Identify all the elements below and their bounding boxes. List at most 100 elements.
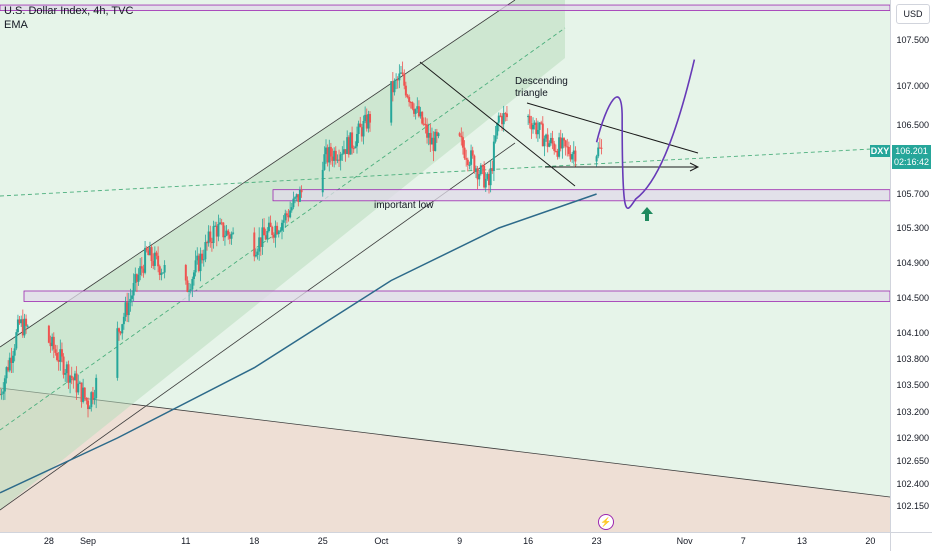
candle-body <box>406 95 409 98</box>
candle-body <box>571 154 574 160</box>
candle-body <box>228 234 231 239</box>
candle-body <box>121 324 124 334</box>
candle-body <box>155 252 158 256</box>
candle-body <box>197 255 200 272</box>
time-scale[interactable]: 28 Sep 11 18 25 Oct 9 16 23 Nov 7 13 20 <box>0 532 890 551</box>
indicator-label[interactable]: EMA <box>4 19 28 31</box>
candle-body <box>347 137 350 155</box>
candle-body <box>413 108 416 114</box>
candle-body <box>427 132 430 138</box>
last-price-label: 106.201 02:16:42 <box>892 145 931 169</box>
candle-body <box>284 213 287 221</box>
candle-body <box>158 266 161 275</box>
candle-body <box>253 232 256 257</box>
candle-body <box>57 360 60 362</box>
candle-body <box>137 274 140 282</box>
price-tick: 105.300 <box>896 223 929 233</box>
candle-body <box>562 138 565 141</box>
candle-body <box>189 289 192 291</box>
candle-body <box>188 290 191 292</box>
candle-body <box>535 122 538 135</box>
candle-body <box>16 319 19 333</box>
flash-icon[interactable]: ⚡ <box>598 514 614 530</box>
candle-body <box>227 230 230 235</box>
time-tick: 18 <box>249 536 260 546</box>
candle-body <box>530 123 533 130</box>
candle-body <box>543 138 546 147</box>
support-zone-2 <box>0 4 891 11</box>
candle-body <box>7 367 10 371</box>
price-tick: 106.500 <box>896 120 929 130</box>
candle-body <box>390 81 393 123</box>
currency-button[interactable]: USD <box>896 4 930 24</box>
candle-body <box>225 230 228 236</box>
candle-body <box>369 114 372 123</box>
candle-body <box>334 150 337 161</box>
candle-body <box>129 298 132 303</box>
candle-body <box>184 265 187 281</box>
candle-body <box>336 159 339 161</box>
candle-body <box>461 137 464 148</box>
candle-body <box>414 109 417 114</box>
candle-body <box>272 235 275 238</box>
candle-body <box>491 168 494 172</box>
pattern-label-line1: Descending <box>515 76 568 87</box>
candle-body <box>598 147 601 149</box>
candle-body <box>501 115 504 125</box>
price-scale[interactable]: 107.500 107.000 106.500 105.700 105.300 104.9… <box>890 0 932 532</box>
candle-body <box>435 131 438 137</box>
candle-body <box>15 332 18 349</box>
candle-body <box>540 122 543 124</box>
candle-body <box>567 146 570 155</box>
candle-body <box>192 272 195 280</box>
candle-body <box>532 124 535 130</box>
candle-body <box>342 149 345 154</box>
candle-body <box>494 135 497 142</box>
candle-body <box>554 150 557 152</box>
candle-body <box>276 225 279 235</box>
candle-body <box>148 247 151 256</box>
candle-body <box>62 356 65 375</box>
time-tick: 13 <box>796 536 807 546</box>
candle-body <box>142 268 145 273</box>
candle-body <box>256 251 259 255</box>
candle-body <box>561 138 564 149</box>
candle-body <box>206 242 209 244</box>
candle-body <box>204 242 207 260</box>
candle-body <box>434 131 437 151</box>
time-tick: 16 <box>523 536 534 546</box>
candle-body <box>399 72 402 74</box>
channel-upper-line <box>0 0 516 348</box>
candle-body <box>470 150 473 165</box>
candle-body <box>12 355 15 363</box>
candle-body <box>77 383 80 393</box>
candle-body <box>152 261 155 266</box>
candle-body <box>476 168 479 180</box>
time-tick: 9 <box>457 536 463 546</box>
symbol-title[interactable]: U.S. Dollar Index, 4h, TVC <box>4 5 134 17</box>
candle-body <box>595 156 598 162</box>
candle-body <box>478 174 481 180</box>
candle-body <box>212 226 215 244</box>
candle-body <box>65 364 68 374</box>
candle-body <box>527 115 530 118</box>
candle-body <box>83 387 86 398</box>
candle-body <box>210 241 213 244</box>
candle-body <box>67 364 70 383</box>
candle-body <box>346 137 349 154</box>
lower-region <box>0 388 890 532</box>
candle-body <box>20 319 23 324</box>
time-tick: Sep <box>80 536 97 546</box>
candle-body <box>323 154 326 170</box>
candle-body <box>364 114 367 121</box>
price-tick: 102.650 <box>896 456 929 466</box>
candle-body <box>329 146 332 157</box>
candle-body <box>163 265 166 273</box>
candle-body <box>404 85 407 96</box>
price-tick: 102.150 <box>896 501 929 511</box>
candle-body <box>359 123 362 128</box>
candle-body <box>419 111 422 117</box>
time-tick: Oct <box>374 536 389 546</box>
candle-body <box>21 319 24 336</box>
